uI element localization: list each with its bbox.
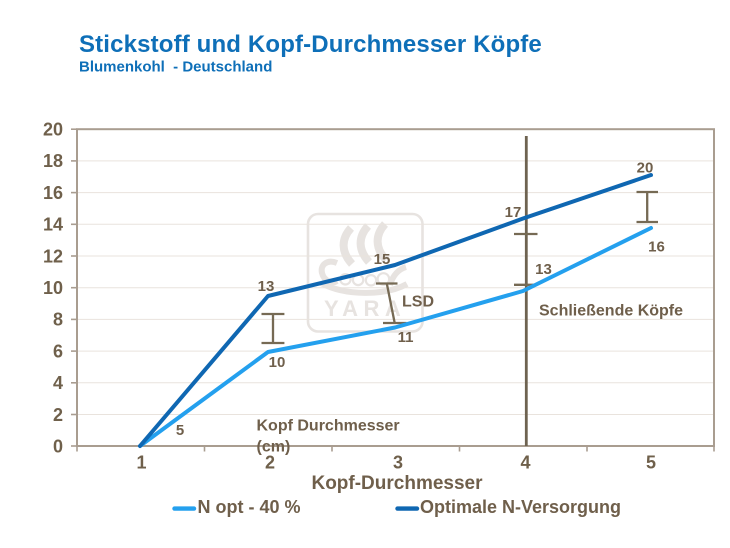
svg-text:20: 20 (637, 160, 654, 177)
svg-text:15: 15 (374, 251, 391, 268)
svg-text:Stickstoff und Kopf-Durchmesse: Stickstoff und Kopf-Durchmesser Köpfe (79, 31, 542, 58)
svg-text:0: 0 (53, 436, 63, 456)
svg-text:20: 20 (43, 120, 63, 140)
svg-text:5: 5 (646, 453, 656, 473)
svg-text:5: 5 (176, 422, 184, 439)
svg-text:10: 10 (43, 278, 63, 298)
svg-text:4: 4 (53, 373, 63, 393)
svg-text:Kopf-Durchmesser: Kopf-Durchmesser (311, 473, 483, 494)
svg-text:16: 16 (648, 239, 665, 256)
svg-text:17: 17 (505, 204, 522, 221)
svg-text:11: 11 (398, 329, 414, 346)
svg-text:4: 4 (520, 453, 530, 473)
svg-text:Kopf Durchmesser: Kopf Durchmesser (257, 418, 400, 435)
svg-text:Optimale N-Versorgung: Optimale N-Versorgung (420, 497, 621, 517)
svg-text:(cm): (cm) (257, 439, 291, 456)
svg-text:Blumenkohl - Deutschland: Blumenkohl - Deutschland (79, 59, 272, 76)
svg-text:12: 12 (43, 246, 63, 266)
svg-text:LSD: LSD (402, 294, 434, 311)
svg-text:2: 2 (53, 405, 63, 425)
svg-text:13: 13 (258, 278, 275, 295)
svg-text:Schließende Köpfe: Schließende Köpfe (539, 303, 683, 320)
svg-text:16: 16 (43, 183, 63, 203)
svg-text:18: 18 (43, 151, 63, 171)
svg-text:10: 10 (269, 354, 286, 371)
svg-text:6: 6 (53, 341, 63, 361)
svg-text:13: 13 (535, 261, 552, 278)
svg-text:2: 2 (265, 453, 275, 473)
svg-text:8: 8 (53, 310, 63, 330)
svg-text:1: 1 (136, 453, 146, 473)
svg-text:N opt - 40 %: N opt - 40 % (198, 497, 301, 517)
svg-text:YARA: YARA (324, 296, 406, 321)
svg-text:14: 14 (43, 215, 63, 235)
svg-text:3: 3 (393, 453, 403, 473)
